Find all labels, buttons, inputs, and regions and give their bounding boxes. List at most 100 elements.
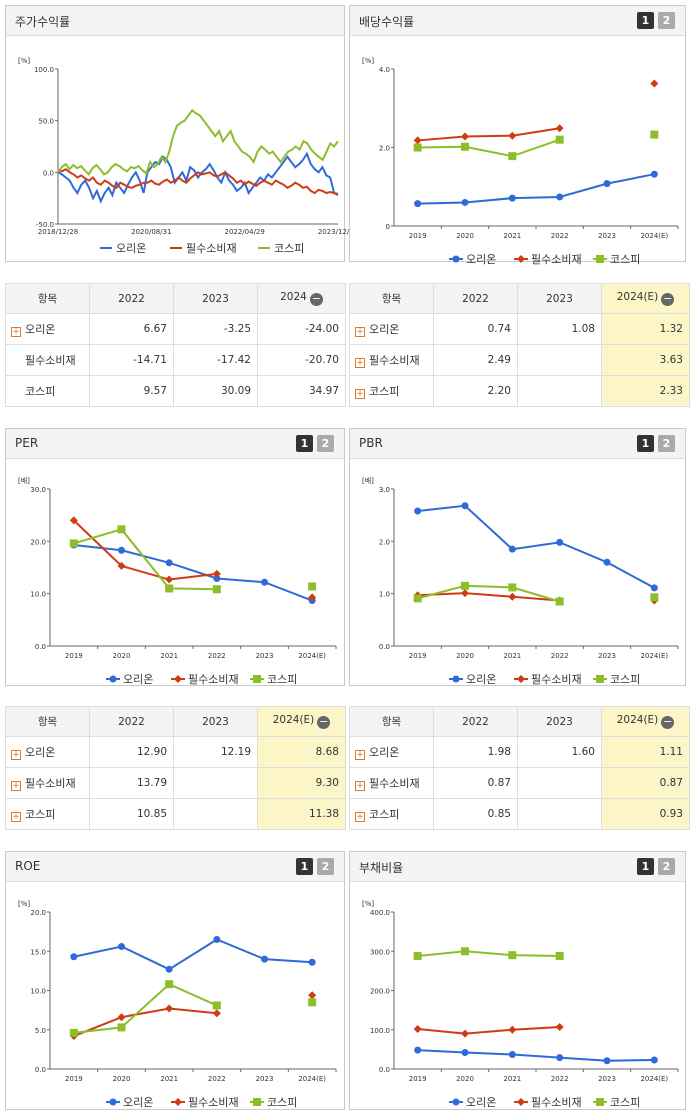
tab-1-button[interactable]: 1 [637, 435, 654, 452]
value-cell: 30.09 [173, 375, 258, 407]
expand-plus-icon[interactable]: + [11, 781, 21, 791]
tab-2-button[interactable]: 2 [317, 435, 334, 452]
tab-2-button[interactable]: 2 [658, 435, 675, 452]
expand-plus-icon[interactable]: + [355, 781, 365, 791]
table-header: 2024(E) − [257, 706, 346, 737]
expand-plus-icon[interactable]: + [355, 327, 365, 337]
collapse-icon[interactable]: − [309, 292, 323, 306]
series-line [73, 528, 217, 591]
series-0 [70, 935, 316, 973]
data-point [213, 935, 221, 943]
y-axis-unit: [배] [18, 476, 30, 485]
x-tick-label: 2020 [113, 652, 131, 660]
expand-plus-icon[interactable]: + [355, 812, 365, 822]
collapse-icon[interactable]: − [661, 715, 675, 729]
x-tick-label: 2023 [256, 652, 274, 660]
value-cell: 0.74 [433, 313, 518, 345]
y-tick-label: 0.0 [379, 643, 390, 651]
data-point [165, 559, 173, 567]
series-1 [413, 589, 659, 605]
expand-plus-icon[interactable]: + [11, 750, 21, 760]
table-row: + 필수소비재 2.49 3.63 [349, 344, 690, 376]
series-line [417, 173, 655, 205]
row-label: 오리온 [25, 323, 56, 336]
y-axis-unit: [배] [362, 476, 374, 485]
data-point [555, 135, 564, 144]
data-point [603, 180, 611, 188]
data-point [461, 1029, 469, 1038]
row-name-cell: + 코스피 [349, 375, 434, 407]
data-point [212, 585, 221, 594]
row-name-cell: + 오리온 [349, 736, 434, 768]
value-cell: 12.90 [89, 736, 174, 768]
value-cell: 2.49 [433, 344, 518, 376]
y-tick-label: 15.0 [30, 948, 46, 956]
table-row: 필수소비재 -14.71 -17.42 -20.70 [5, 344, 346, 376]
expand-plus-icon[interactable]: + [11, 327, 21, 337]
value-cell: 9.57 [89, 375, 174, 407]
value-cell: 0.85 [433, 798, 518, 830]
expand-plus-icon[interactable]: + [11, 812, 21, 822]
series-line [73, 519, 217, 581]
value-cell: -17.42 [173, 344, 258, 376]
data-point [650, 584, 658, 592]
tab-1-button[interactable]: 1 [637, 858, 654, 875]
roe-chart: [%]20.0 15.0 10.0 5.0 0.0 2019 2020 2021 2022 202… [18, 900, 337, 1109]
data-point [461, 581, 469, 590]
table-row: 코스피 9.57 30.09 34.97 [5, 375, 346, 407]
stock-return-table: 항목 2022 2023 2024− + 오리온 6.67 -3.25 -24.00 필수소비재 -… [5, 283, 346, 407]
value-cell: 1.11 [601, 736, 690, 768]
value-cell: 1.98 [433, 736, 518, 768]
y-tick-label: 3.0 [379, 486, 390, 494]
data-point [308, 958, 316, 966]
tab-2-button[interactable]: 2 [658, 858, 675, 875]
series-1 [413, 1023, 564, 1038]
row-name-cell: + 필수소비재 [5, 767, 90, 799]
data-point [118, 943, 125, 951]
expand-plus-icon[interactable]: + [355, 750, 365, 760]
row-label: 필수소비재 [369, 777, 420, 790]
expand-plus-icon[interactable]: + [355, 389, 365, 399]
value-cell: 6.67 [89, 313, 174, 345]
series-line-0 [57, 151, 339, 204]
row-label: 오리온 [25, 746, 56, 759]
legend-marker [596, 675, 604, 683]
data-point [117, 1013, 126, 1022]
row-name-cell: + 필수소비재 [349, 767, 434, 799]
tab-2-button[interactable]: 2 [317, 858, 334, 875]
tab-2-button[interactable]: 2 [658, 12, 675, 29]
tab-1-button[interactable]: 1 [296, 858, 313, 875]
legend-label-1: 필수소비재 [531, 673, 582, 686]
x-tick-label: 2019 [65, 1075, 83, 1083]
value-cell: 0.93 [601, 798, 690, 830]
x-tick-label: 2022 [208, 652, 226, 660]
legend-marker [174, 675, 182, 683]
data-point [212, 1001, 221, 1010]
expand-plus-icon[interactable]: + [355, 358, 365, 368]
collapse-icon[interactable]: − [661, 292, 675, 306]
value-cell: 11.38 [257, 798, 346, 830]
legend-marker [596, 255, 604, 263]
legend-label-2: 코스피 [267, 1096, 297, 1109]
x-tick-label: 2023 [598, 1075, 616, 1083]
series-1 [69, 516, 317, 602]
legend-label-0: 오리온 [466, 1096, 496, 1109]
data-point [556, 538, 564, 546]
legend-marker [517, 255, 525, 263]
tab-1-button[interactable]: 1 [637, 12, 654, 29]
y-tick-label: 50.0 [38, 118, 54, 126]
tab-1-button[interactable]: 1 [296, 435, 313, 452]
y-tick-label: 1.0 [379, 591, 390, 599]
collapse-icon[interactable]: − [317, 715, 331, 729]
data-point [118, 546, 125, 554]
panel-title: 주가수익률 [15, 15, 71, 29]
legend-marker [109, 1098, 117, 1106]
row-name-cell: + 코스피 [349, 798, 434, 830]
row-name-cell: + 오리온 [5, 736, 90, 768]
y-tick-label: 10.0 [30, 988, 46, 996]
x-tick-label: 2019 [409, 652, 427, 660]
value-cell: 9.30 [257, 767, 346, 799]
